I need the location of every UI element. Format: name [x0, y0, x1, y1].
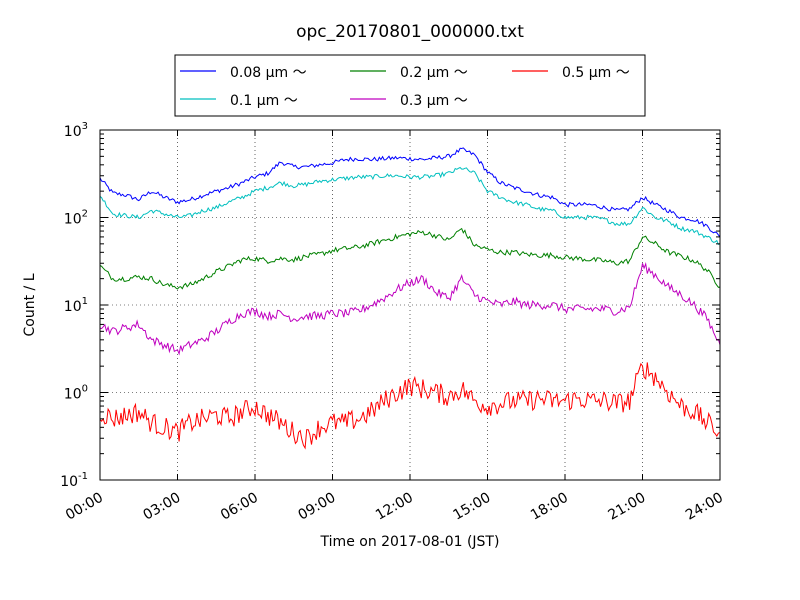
- x-tick-label: 12:00: [373, 490, 416, 524]
- y-tick-label: 10-1: [60, 471, 88, 490]
- x-tick-label: 15:00: [451, 490, 494, 524]
- y-tick-label: 100: [64, 384, 88, 403]
- series-line-2: [99, 227, 721, 290]
- y-tick-label: 101: [64, 296, 88, 315]
- grid-lines: [99, 130, 721, 480]
- legend-box: [174, 54, 646, 117]
- x-tick-label: 24:00: [683, 490, 726, 524]
- x-tick-label: 21:00: [606, 490, 649, 524]
- series-layer: [99, 147, 721, 450]
- y-tick-exponent: 3: [82, 121, 88, 132]
- x-tick-label: 06:00: [218, 490, 261, 524]
- plot-frame: [99, 129, 721, 481]
- legend-label-4: 0.5 μm ～: [562, 65, 630, 81]
- y-tick-base: 10: [60, 474, 78, 490]
- x-axis-label: Time on 2017-08-01 (JST): [320, 534, 500, 550]
- y-tick-exponent: 0: [82, 384, 88, 395]
- y-tick-base: 10: [64, 124, 82, 140]
- x-tick-labels: 00:00 03:00 06:00 09:00 12:00 15:00 18:00 21:00…: [63, 490, 726, 524]
- series-line-0: [99, 147, 721, 238]
- x-tick-label: 00:00: [63, 490, 106, 524]
- legend-label-2: 0.2 μm ～: [400, 65, 468, 81]
- y-tick-base: 10: [64, 299, 82, 315]
- y-tick-exponent: 2: [82, 209, 88, 220]
- legend-label-3: 0.3 μm ～: [400, 93, 468, 109]
- series-line-1: [99, 166, 721, 246]
- y-axis-label: Count / L: [22, 273, 38, 336]
- chart-title: opc_20170801_000000.txt: [296, 22, 524, 42]
- series-line-4: [99, 362, 721, 450]
- y-tick-base: 10: [64, 212, 82, 228]
- y-tick-label: 102: [64, 209, 88, 228]
- y-tick-label: 103: [64, 121, 88, 140]
- x-tick-label: 18:00: [528, 490, 571, 524]
- x-tick-label: 09:00: [296, 490, 339, 524]
- legend-label-0: 0.08 μm ～: [230, 65, 307, 81]
- legend: 0.08 μm ～ 0.1 μm ～ 0.2 μm ～ 0.3 μm ～ 0.5 μm …: [174, 54, 646, 117]
- legend-label-1: 0.1 μm ～: [230, 93, 298, 109]
- x-tick-label: 03:00: [141, 490, 184, 524]
- axis-ticks: [99, 129, 721, 481]
- series-line-3: [99, 261, 721, 356]
- y-tick-exponent: 1: [82, 296, 88, 307]
- y-tick-base: 10: [64, 387, 82, 403]
- y-tick-exponent: -1: [78, 471, 88, 482]
